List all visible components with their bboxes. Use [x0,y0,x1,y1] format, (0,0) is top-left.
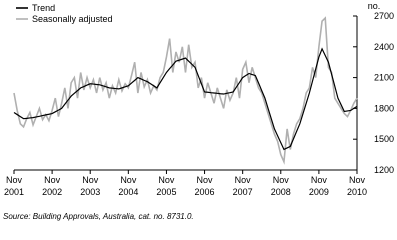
x-tick-label: Nov 2004 [118,175,138,197]
legend-label: Seasonally adjusted [32,14,113,24]
x-tick-label: Nov 2006 [195,175,215,197]
legend-label: Trend [32,3,55,13]
y-tick-label: 2400 [374,42,394,52]
x-tick-label: Nov 2007 [233,175,253,197]
y-tick-label: 1500 [374,134,394,144]
x-tick-label: Nov 2002 [42,175,62,197]
x-tick-label: Nov 2003 [80,175,100,197]
y-tick-label: 2700 [374,11,394,21]
x-tick-label: Nov 2009 [309,175,329,197]
y-tick-label: 1800 [374,103,394,113]
source-note: Source: Building Approvals, Australia, c… [3,212,194,221]
y-tick-label: 1200 [374,165,394,175]
chart: no. Source: Building Approvals, Australi… [3,1,394,221]
x-tick-label: Nov 2005 [156,175,176,197]
y-tick-label: 2100 [374,73,394,83]
x-tick-label: Nov 2008 [271,175,291,197]
series-line [13,47,358,151]
x-tick-label: Nov 2010 [347,175,367,197]
y-axis-label: no. [368,1,381,11]
x-tick-label: Nov 2001 [4,175,24,197]
series-line [13,16,358,165]
